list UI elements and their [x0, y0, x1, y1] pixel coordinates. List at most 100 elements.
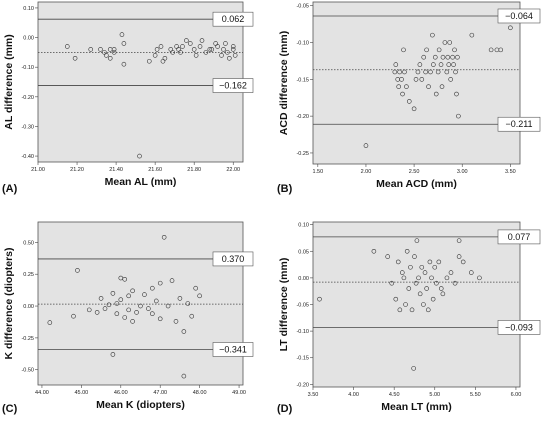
- data-point: [203, 50, 209, 55]
- data-point: [161, 234, 167, 240]
- x-tick-label: 3.50: [308, 392, 319, 398]
- data-point: [440, 54, 446, 60]
- data-point: [121, 41, 127, 46]
- data-point: [401, 47, 406, 53]
- data-point: [434, 280, 439, 286]
- plot-area: [37, 1, 244, 163]
- panel-c: 44.00 45.00 46.00 47.00 48.00 49.00 0.50 0.25 0.…: [2, 221, 254, 415]
- data-point: [165, 303, 171, 309]
- y-tick-label: -0.40: [21, 154, 34, 160]
- data-point: [193, 285, 198, 291]
- data-point: [114, 301, 120, 306]
- plot-area: [312, 1, 521, 165]
- data-point: [126, 307, 131, 313]
- data-point: [158, 44, 164, 49]
- x-tick-label: 2.00: [361, 169, 372, 175]
- data-point: [426, 84, 431, 89]
- data-point: [488, 47, 494, 53]
- data-point: [439, 84, 445, 89]
- x-tick-label: 22.00: [226, 167, 240, 173]
- data-point: [498, 47, 504, 53]
- data-point: [181, 329, 187, 334]
- line-value-box: [212, 11, 254, 27]
- data-point: [419, 77, 425, 82]
- line-value-label: −0.341: [219, 344, 247, 354]
- data-point: [417, 291, 423, 297]
- data-point: [393, 62, 399, 67]
- data-point: [177, 296, 183, 301]
- data-point: [408, 264, 413, 270]
- data-point: [178, 50, 183, 55]
- y-tick-label: -0.25: [296, 151, 309, 157]
- x-tick-label: 21.00: [31, 167, 45, 173]
- data-point: [401, 275, 407, 281]
- data-point: [173, 319, 179, 324]
- data-point: [456, 238, 462, 243]
- data-point: [219, 53, 224, 58]
- data-point: [122, 315, 128, 320]
- y-tick-label: 0.50: [23, 240, 34, 246]
- y-tick-label: -0.50: [21, 368, 34, 374]
- data-point: [181, 373, 187, 379]
- data-point: [453, 69, 458, 75]
- data-point: [429, 275, 434, 281]
- y-tick-label: -0.20: [21, 95, 34, 101]
- data-point: [157, 316, 163, 322]
- data-point: [413, 77, 419, 82]
- data-point: [221, 47, 226, 52]
- data-point: [451, 62, 456, 67]
- y-tick-label: -0.10: [296, 41, 309, 47]
- data-point: [111, 50, 117, 55]
- data-point: [452, 280, 458, 286]
- data-point: [417, 62, 423, 67]
- data-point: [110, 291, 116, 296]
- data-point: [119, 32, 125, 37]
- data-point: [438, 62, 444, 67]
- data-point: [162, 55, 168, 61]
- data-point: [419, 264, 425, 270]
- line-value-label: −0.093: [505, 322, 533, 332]
- data-point: [425, 307, 431, 313]
- data-point: [399, 77, 404, 82]
- data-point: [118, 297, 124, 302]
- data-point: [72, 55, 78, 61]
- y-tick-label: -0.15: [296, 356, 309, 362]
- data-point: [142, 292, 147, 297]
- data-point: [399, 270, 405, 275]
- line-value-label: −0.211: [505, 119, 532, 129]
- y-axis-title: ACD difference (mm): [278, 31, 290, 135]
- y-tick-label: 0.00: [298, 276, 309, 282]
- data-point: [187, 41, 193, 46]
- data-point: [130, 288, 135, 294]
- data-point: [432, 54, 438, 60]
- data-point: [456, 113, 461, 119]
- line-value-box: [212, 342, 254, 357]
- data-point: [412, 254, 417, 259]
- x-tick-label: 49.00: [232, 390, 246, 396]
- x-tick-label: 21.60: [148, 167, 162, 173]
- x-tick-label: 6.00: [511, 392, 522, 398]
- data-point: [107, 55, 113, 61]
- data-point: [126, 293, 131, 299]
- data-point: [215, 44, 220, 49]
- data-point: [88, 47, 94, 52]
- y-tick-label: 0.00: [23, 36, 34, 42]
- data-point: [421, 54, 427, 60]
- data-point: [447, 40, 453, 45]
- data-point: [150, 311, 155, 316]
- data-point: [223, 41, 228, 46]
- data-point: [446, 62, 452, 67]
- y-tick-label: 0.10: [298, 223, 309, 229]
- data-point: [430, 296, 436, 302]
- data-point: [455, 54, 460, 60]
- data-point: [402, 69, 407, 75]
- data-point: [436, 47, 442, 53]
- data-point: [197, 293, 202, 299]
- data-point: [64, 44, 70, 49]
- data-point: [389, 280, 395, 286]
- data-point: [232, 53, 238, 58]
- data-point: [191, 47, 197, 52]
- data-point: [450, 54, 455, 60]
- x-tick-label: 3.00: [457, 169, 468, 175]
- data-point: [432, 264, 438, 270]
